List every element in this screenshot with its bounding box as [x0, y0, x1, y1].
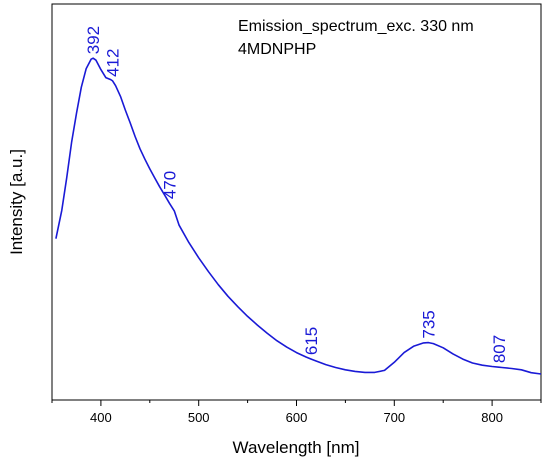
peak-label-735: 735	[420, 310, 439, 338]
series-line	[55, 57, 542, 375]
x-axis-label: Wavelength [nm]	[233, 438, 360, 457]
x-tick-label: 800	[481, 410, 503, 425]
peak-label-392: 392	[84, 26, 103, 54]
x-axis-tick-labels: 400 500 600 700 800	[90, 410, 503, 425]
x-tick-label: 600	[286, 410, 308, 425]
x-tick-label: 700	[383, 410, 405, 425]
x-axis-ticks	[51, 400, 542, 406]
peak-label-412: 412	[104, 49, 123, 77]
legend-line-2: 4MDNPHP	[238, 41, 316, 58]
legend-line-1: Emission_spectrum_exc. 330 nm	[238, 18, 474, 35]
peak-label-615: 615	[302, 327, 321, 355]
peak-label-470: 470	[160, 171, 179, 199]
plot-frame	[51, 3, 542, 401]
x-tick-label: 500	[188, 410, 210, 425]
x-tick-label: 400	[90, 410, 112, 425]
peak-label-807: 807	[490, 335, 509, 363]
y-axis-label: Intensity [a.u.]	[7, 149, 26, 255]
